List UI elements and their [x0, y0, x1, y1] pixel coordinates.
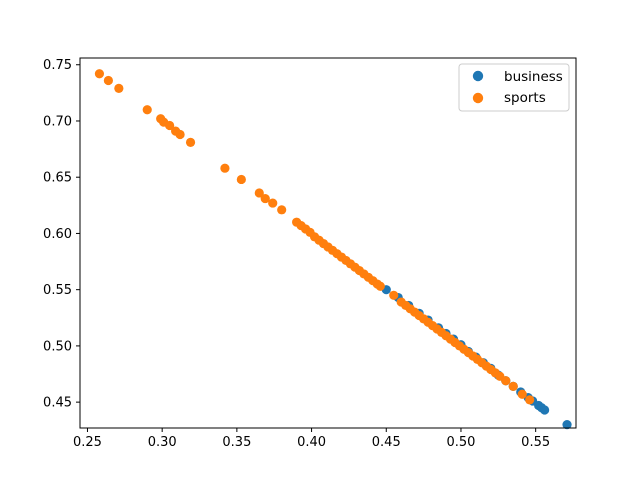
x-tick-label: 0.55	[521, 435, 550, 450]
point-sports	[508, 381, 518, 391]
legend-label-sports: sports	[504, 90, 546, 106]
y-axis: 0.45 0.50 0.55 0.60 0.65 0.70 0.75	[43, 58, 80, 411]
point-sports	[114, 83, 124, 93]
x-tick-label: 0.40	[297, 435, 326, 450]
point-sports	[277, 205, 287, 215]
point-sports	[103, 75, 113, 86]
point-sports	[375, 281, 385, 291]
x-tick-label: 0.50	[446, 435, 475, 450]
point-sports	[501, 376, 511, 386]
x-axis: 0.25 0.30 0.35 0.40 0.45 0.50 0.55	[73, 428, 550, 450]
y-tick-label: 0.55	[43, 283, 72, 298]
point-sports	[185, 137, 196, 147]
point-sports	[525, 395, 535, 405]
y-tick-label: 0.65	[43, 171, 72, 186]
point-business	[562, 420, 572, 430]
legend-marker-business	[472, 70, 484, 82]
y-tick-label: 0.60	[43, 227, 72, 242]
point-sports	[175, 129, 185, 140]
x-tick-label: 0.30	[148, 435, 177, 450]
legend-label-business: business	[504, 69, 563, 85]
point-sports	[517, 389, 527, 399]
x-tick-label: 0.25	[73, 435, 102, 450]
point-sports	[389, 290, 399, 300]
point-sports	[94, 69, 105, 79]
point-sports	[220, 163, 230, 173]
y-tick-label: 0.70	[43, 114, 72, 129]
point-sports	[165, 120, 175, 131]
point-business	[540, 405, 550, 415]
y-tick-label: 0.50	[43, 339, 72, 354]
point-sports	[236, 174, 246, 185]
point-sports	[142, 105, 152, 115]
point-sports	[260, 193, 270, 204]
y-tick-label: 0.75	[43, 58, 72, 73]
x-tick-label: 0.45	[372, 435, 401, 450]
y-tick-label: 0.45	[43, 396, 72, 411]
x-tick-label: 0.35	[222, 435, 251, 450]
legend-frame	[458, 63, 570, 112]
points-layer	[94, 69, 572, 430]
point-sports	[268, 198, 278, 208]
plot-area-frame	[79, 57, 577, 429]
point-sports	[254, 188, 264, 198]
legend: business sports	[458, 63, 570, 112]
legend-marker-sports	[472, 92, 484, 104]
